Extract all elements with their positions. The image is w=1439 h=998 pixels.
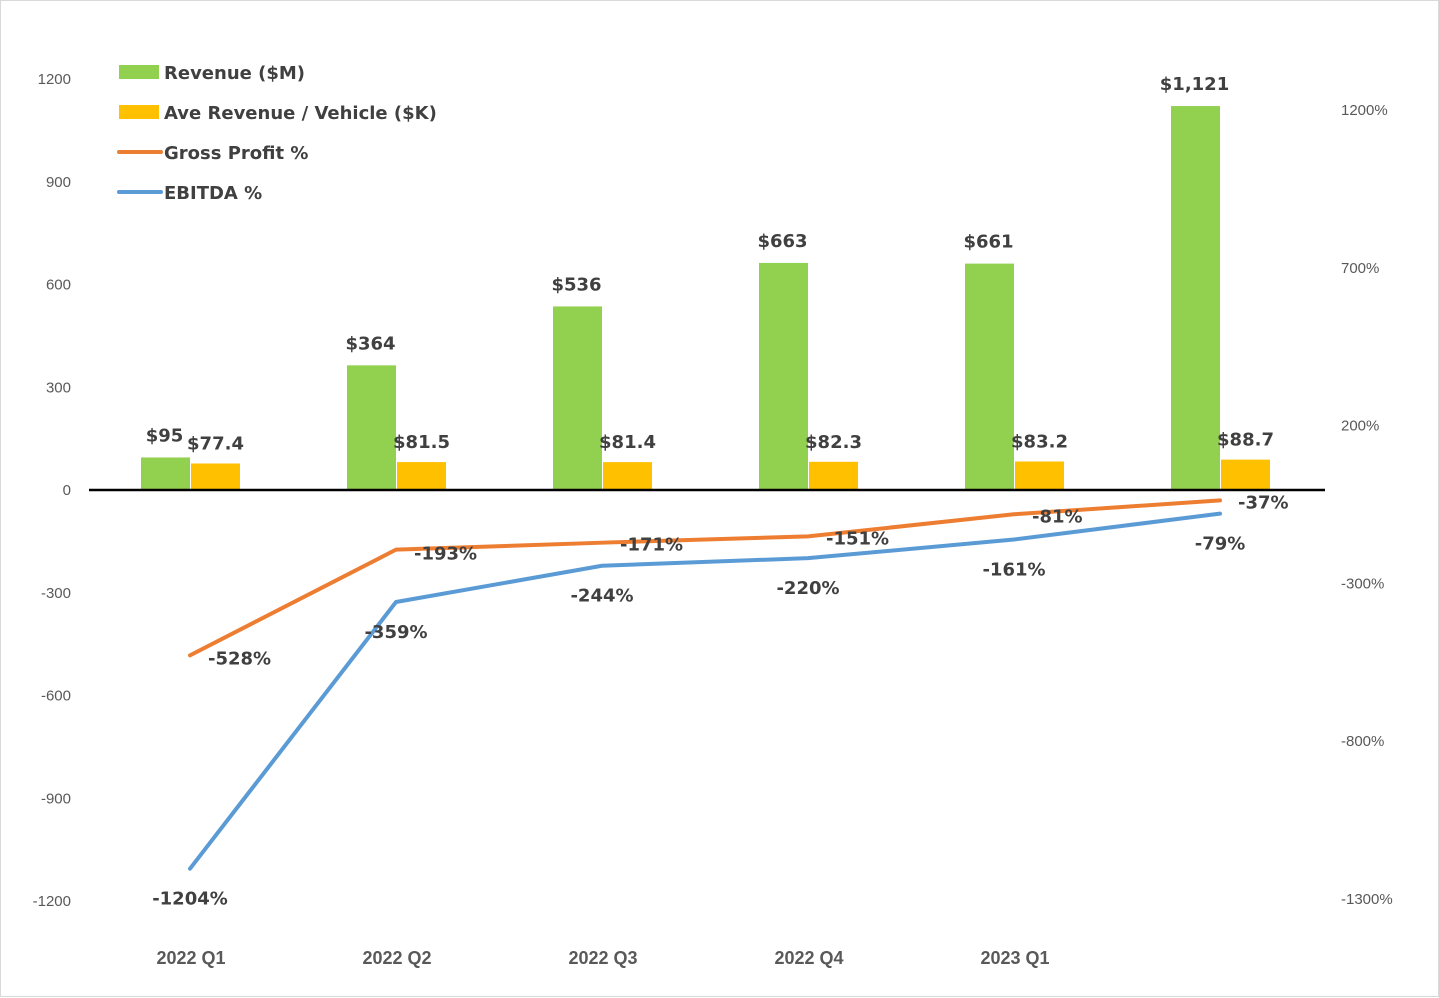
left-axis: 1200 900 600 300 0 -300 -600 -900 -1200 — [33, 71, 71, 910]
right-axis-tick-label: -1300% — [1341, 891, 1393, 908]
right-axis-tick-label: 200% — [1341, 418, 1379, 435]
category-label: 2022 Q3 — [568, 948, 637, 968]
revenue-data-label: $364 — [345, 333, 395, 354]
ave-revenue-data-label: $81.4 — [599, 432, 656, 453]
category-label: 2022 Q1 — [156, 948, 225, 968]
left-axis-tick-label: -1200 — [33, 893, 71, 910]
revenue-bar — [1171, 106, 1220, 491]
ebitda-line — [188, 511, 1222, 871]
left-axis-tick-label: 0 — [63, 482, 71, 499]
ebitda-data-label: -161% — [982, 560, 1045, 581]
left-axis-tick-label: 600 — [46, 277, 71, 294]
gross-profit-data-label: -151% — [826, 528, 889, 549]
revenue-data-label: $95 — [146, 425, 184, 446]
category-label: 2022 Q4 — [774, 948, 843, 968]
left-axis-tick-label: -300 — [41, 585, 71, 602]
left-axis-tick-label: 900 — [46, 174, 71, 191]
ave-revenue-data-label: $77.4 — [187, 433, 244, 454]
revenue-bar — [141, 457, 190, 490]
left-axis-tick-label: 300 — [46, 379, 71, 396]
ebitda-data-label: -244% — [570, 586, 633, 607]
revenue-data-label: $536 — [551, 274, 601, 295]
right-axis: 1200% 700% 200% -300% -800% -1300% — [1341, 102, 1393, 908]
ave-revenue-bar — [1221, 459, 1270, 490]
legend-label: Ave Revenue / Vehicle ($K) — [164, 103, 437, 124]
right-axis-tick-label: 700% — [1341, 260, 1379, 277]
ave-revenue-data-label: $83.2 — [1011, 432, 1068, 453]
category-axis: 2022 Q1 2022 Q2 2022 Q3 2022 Q4 2023 Q1 — [156, 948, 1049, 968]
gross-profit-data-label: -81% — [1032, 506, 1083, 527]
legend-label: Revenue ($M) — [164, 63, 305, 84]
left-axis-tick-label: 1200 — [38, 71, 71, 88]
ebitda-data-label: -220% — [776, 578, 839, 599]
revenue-bar — [759, 262, 808, 490]
ebitda-data-label: -1204% — [152, 889, 228, 910]
ave-revenue-bar — [191, 463, 240, 490]
gross-profit-data-label: -37% — [1238, 492, 1289, 513]
bar-series — [141, 106, 1270, 491]
gross-profit-line — [188, 498, 1222, 658]
ave-revenue-data-label: $81.5 — [393, 432, 450, 453]
legend-label: EBITDA % — [164, 183, 262, 204]
right-axis-tick-label: 1200% — [1341, 102, 1388, 119]
ave-revenue-data-label: $82.3 — [805, 432, 862, 453]
gross-profit-data-label: -171% — [620, 535, 683, 556]
revenue-data-label: $661 — [963, 232, 1013, 253]
category-label: 2022 Q2 — [362, 948, 431, 968]
legend-ave-revenue-swatch — [119, 105, 159, 119]
left-axis-tick-label: -600 — [41, 688, 71, 705]
ave-revenue-data-label: $88.7 — [1217, 430, 1274, 451]
revenue-data-label: $1,121 — [1160, 74, 1229, 95]
legend-label: Gross Profit % — [164, 143, 308, 164]
legend: Revenue ($M) Ave Revenue / Vehicle ($K) Gr… — [117, 63, 437, 204]
ebitda-data-label: -79% — [1195, 534, 1246, 555]
revenue-bar — [553, 306, 602, 490]
line-series — [188, 498, 1222, 871]
right-axis-tick-label: -300% — [1341, 575, 1384, 592]
ave-revenue-bar — [397, 462, 446, 490]
category-label: 2023 Q1 — [980, 948, 1049, 968]
right-axis-tick-label: -800% — [1341, 733, 1384, 750]
left-axis-tick-label: -900 — [41, 790, 71, 807]
revenue-bar — [347, 365, 396, 490]
gross-profit-data-label: -528% — [208, 648, 271, 669]
legend-revenue-swatch — [119, 65, 159, 79]
gross-profit-data-label: -193% — [414, 544, 477, 565]
revenue-bar — [965, 263, 1014, 490]
ave-revenue-bar — [603, 462, 652, 490]
ave-revenue-bar — [809, 461, 858, 490]
ebitda-data-label: -359% — [364, 622, 427, 643]
ave-revenue-bar — [1015, 461, 1064, 490]
data-labels: $95 $77.4 $364 $81.5 $536 $81.4 $663 $82.3 $661 $… — [146, 74, 1289, 910]
revenue-data-label: $663 — [757, 231, 807, 252]
